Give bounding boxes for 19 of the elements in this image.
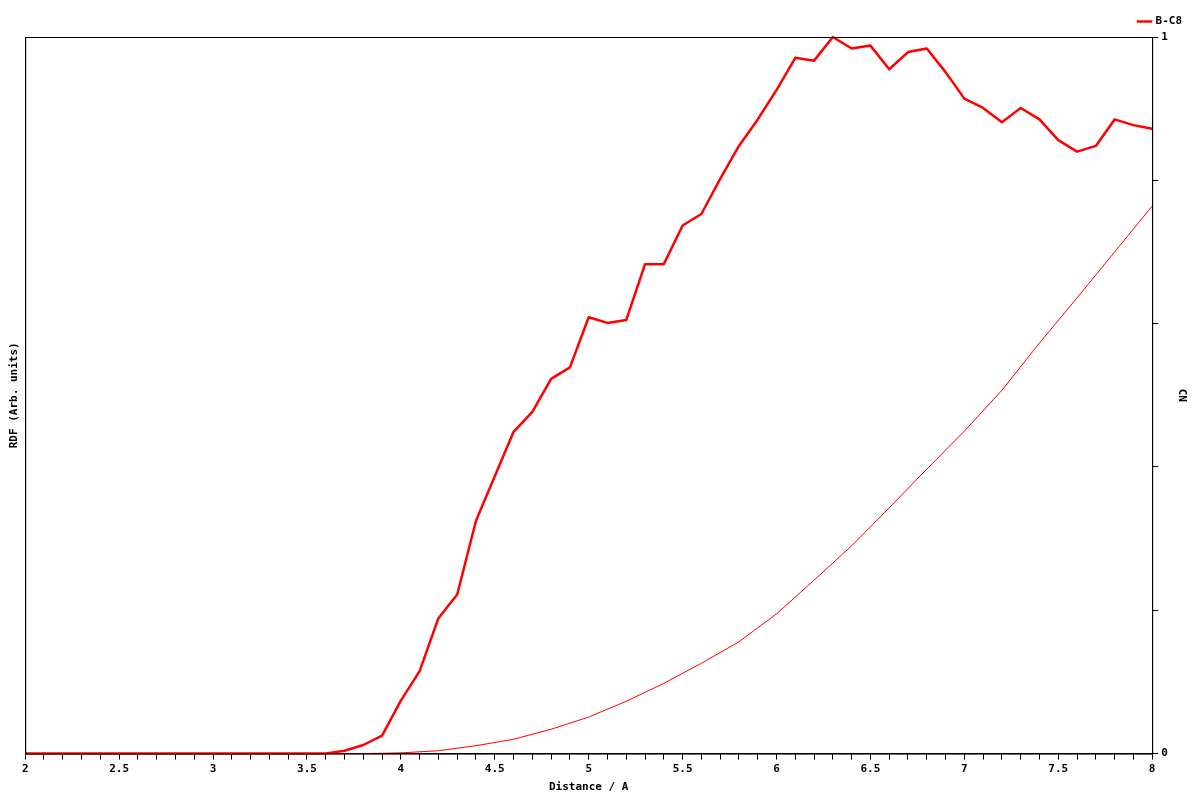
- y2-axis-title: CN: [1175, 388, 1189, 402]
- x-tick-label: 6: [773, 762, 781, 776]
- x-tick-label: 4: [397, 762, 405, 776]
- x-tick-label: 4.5: [484, 762, 505, 776]
- x-axis-title: Distance / A: [548, 780, 629, 794]
- x-tick-label: 7: [961, 762, 968, 776]
- x-tick-label: 3.5: [297, 762, 317, 776]
- y-axis-title: RDF (Arb. units): [7, 342, 21, 449]
- legend-label: B-C8: [1155, 14, 1183, 28]
- x-tick-label: 5.5: [672, 762, 693, 776]
- x-tick-label: 2: [21, 762, 29, 776]
- x-tick-label: 6.5: [860, 762, 881, 776]
- x-tick-label: 7.5: [1048, 762, 1069, 776]
- x-tick-label: 3: [209, 762, 217, 776]
- y2-tick-label: 1: [1161, 29, 1169, 43]
- x-tick-label: 5: [585, 762, 592, 776]
- x-tick-label: 2.5: [109, 762, 130, 776]
- y2-tick-label: 0: [1161, 746, 1168, 760]
- x-tick-label: 8: [1148, 762, 1156, 776]
